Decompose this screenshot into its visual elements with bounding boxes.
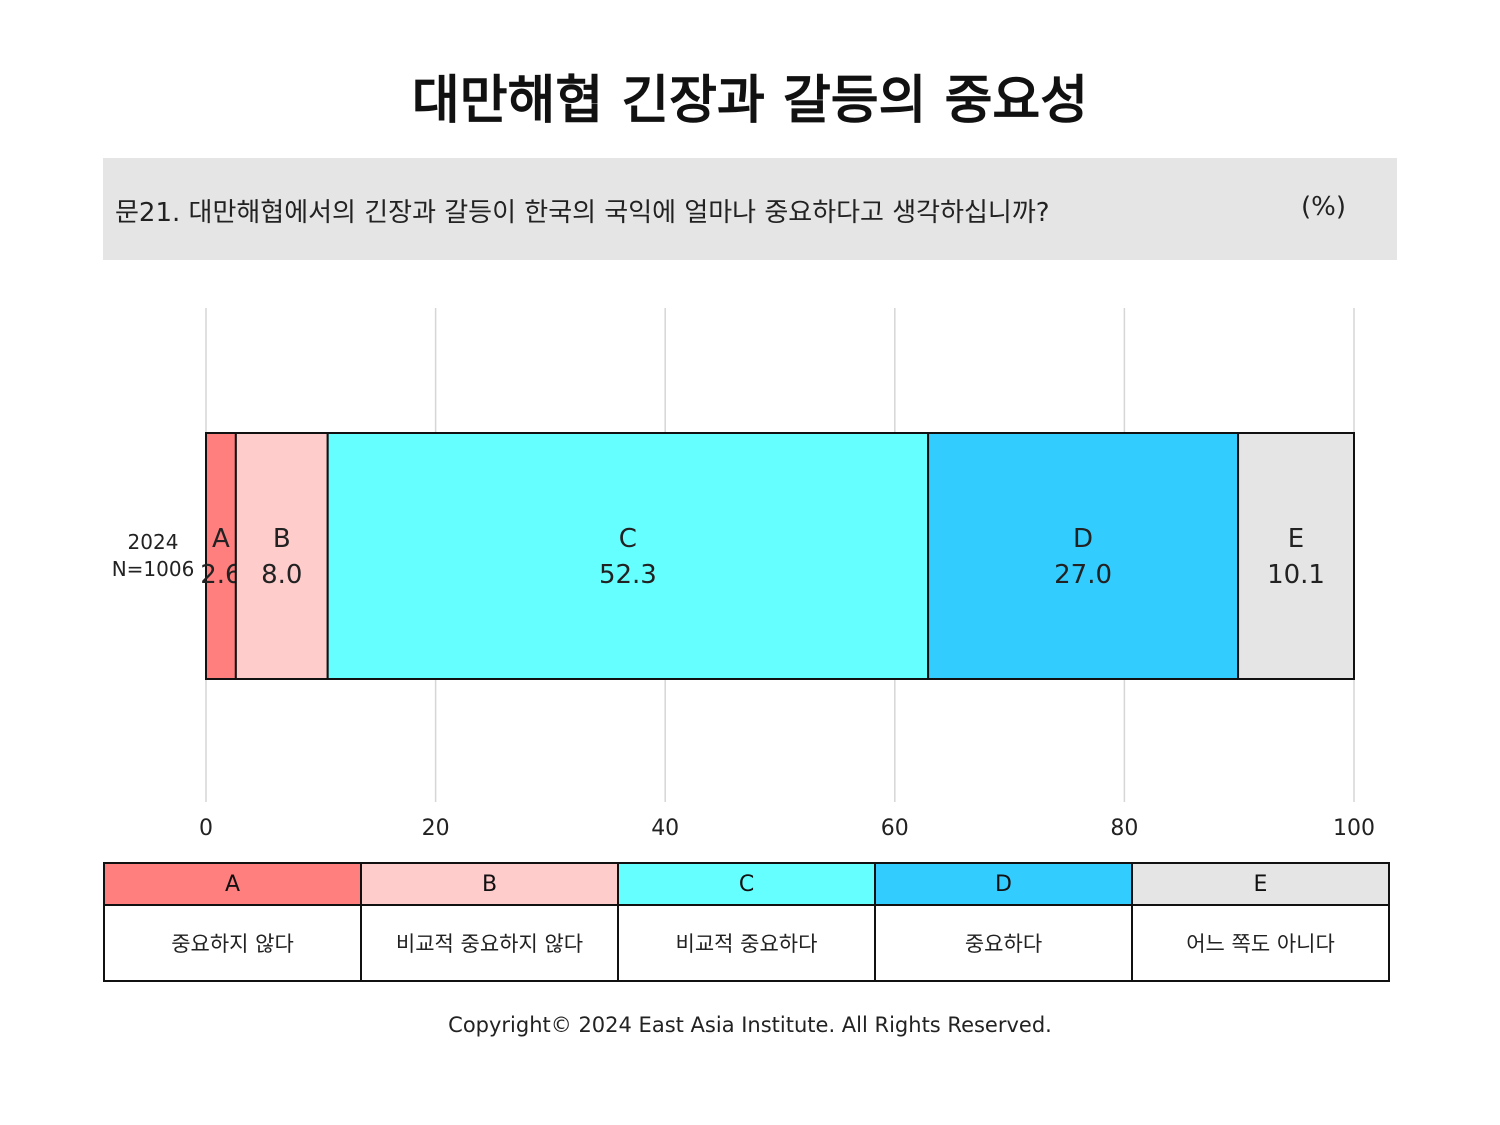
stacked-bar-chart: 0 20 40 60 80 100 2024 N=1006 A 2.6 B 8.0 C 52.3 D 27.0… [112, 308, 1375, 841]
bar-segment-d [927, 432, 1240, 680]
legend-label-a: 중요하지 않다 [103, 904, 362, 982]
question-box: 문21. 대만해협에서의 긴장과 갈등이 한국의 국익에 얼마나 중요하다고 생… [103, 158, 1397, 260]
segment-name-label: D [1073, 524, 1093, 554]
legend-table: A B C D E 중요하지 않다 비교적 중요하지 않다 비교적 중요하다 중… [103, 862, 1390, 982]
segment-name-label: E [1288, 524, 1304, 554]
copyright-text: Copyright© 2024 East Asia Institute. All… [448, 1013, 1052, 1037]
category-sublabel: N=1006 [112, 557, 195, 581]
x-tick-label: 80 [1110, 816, 1138, 841]
legend-key-a: A [103, 862, 362, 906]
bar-segment-b [234, 432, 329, 680]
legend-label-e: 어느 쪽도 아니다 [1131, 904, 1390, 982]
segment-value-label: 10.1 [1267, 560, 1325, 590]
legend-key-b: B [360, 862, 619, 906]
x-tick-label: 60 [881, 816, 909, 841]
segment-name-label: B [273, 524, 291, 554]
bar-segment-a [205, 432, 237, 680]
segment-value-label: 52.3 [599, 560, 657, 590]
x-tick-label: 40 [651, 816, 679, 841]
segment-name-label: A [212, 524, 230, 554]
x-tick-label: 0 [199, 816, 213, 841]
x-tick-label: 20 [422, 816, 450, 841]
legend-key-e: E [1131, 862, 1390, 906]
unit-label: (%) [1301, 192, 1346, 222]
bar-segment-e [1237, 432, 1355, 680]
question-text: 문21. 대만해협에서의 긴장과 갈등이 한국의 국익에 얼마나 중요하다고 생… [115, 198, 1050, 228]
legend-key-c: C [617, 862, 876, 906]
legend-label-d: 중요하다 [874, 904, 1133, 982]
chart-title: 대만해협 긴장과 갈등의 중요성 [411, 71, 1089, 131]
legend-label-c: 비교적 중요하다 [617, 904, 876, 982]
bar-segment-c [326, 432, 930, 680]
x-tick-label: 100 [1333, 816, 1375, 841]
legend-label-b: 비교적 중요하지 않다 [360, 904, 619, 982]
segment-value-label: 27.0 [1054, 560, 1112, 590]
segment-value-label: 8.0 [261, 560, 302, 590]
category-label: 2024 [128, 530, 179, 554]
segment-name-label: C [619, 524, 637, 554]
segment-value-label: 2.6 [200, 560, 241, 590]
legend-key-d: D [874, 862, 1133, 906]
